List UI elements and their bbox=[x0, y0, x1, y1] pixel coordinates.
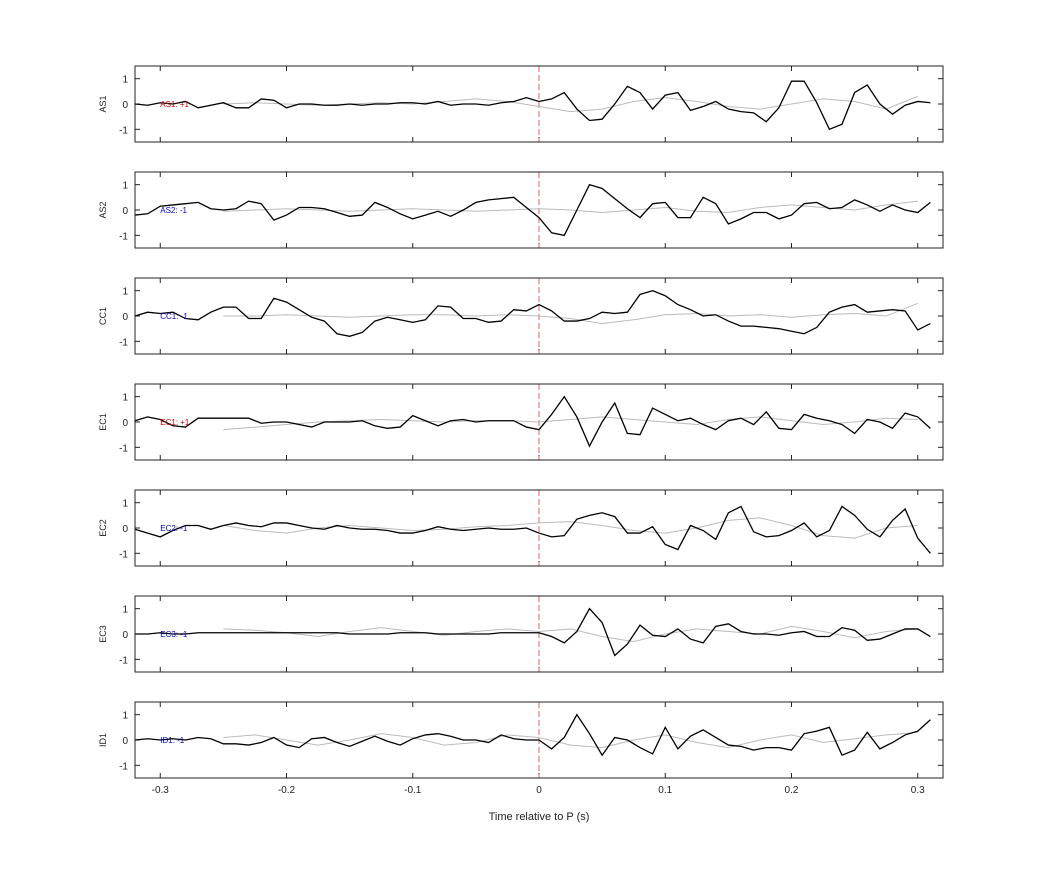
axes-frame bbox=[134, 595, 944, 673]
axes-frame bbox=[134, 383, 944, 461]
y-tick-label: -1 bbox=[119, 443, 128, 454]
axes-frame bbox=[134, 65, 944, 143]
template-line bbox=[223, 302, 918, 325]
signal-line bbox=[134, 713, 931, 757]
channel-label: CC1: -1 bbox=[160, 312, 188, 321]
y-tick-label: 1 bbox=[122, 287, 128, 298]
y-tick-label: -1 bbox=[119, 231, 128, 242]
y-tick-label: -1 bbox=[119, 655, 128, 666]
channel-label: EC3: -1 bbox=[160, 630, 188, 639]
signal-line bbox=[134, 80, 931, 131]
x-tick-label: -0.1 bbox=[404, 785, 422, 796]
signal-line bbox=[134, 505, 931, 554]
x-tick-label: -0.3 bbox=[152, 785, 170, 796]
template-line bbox=[223, 416, 918, 431]
y-axis-label: CC1 bbox=[98, 307, 108, 325]
x-tick-label: 0 bbox=[536, 785, 542, 796]
signal-line bbox=[135, 607, 931, 657]
y-tick-label: 1 bbox=[122, 75, 128, 86]
y-tick-label: -1 bbox=[119, 549, 128, 560]
signal-line bbox=[134, 395, 931, 448]
y-tick-label: 0 bbox=[122, 736, 128, 747]
y-tick-label: 1 bbox=[122, 605, 128, 616]
x-tick-label: 0.3 bbox=[911, 785, 925, 796]
channel-label: AS1: +1 bbox=[160, 100, 189, 109]
y-tick-label: 1 bbox=[122, 181, 128, 192]
y-tick-label: -1 bbox=[119, 761, 128, 772]
y-tick-label: 0 bbox=[122, 524, 128, 535]
x-axis-label: Time relative to P (s) bbox=[489, 811, 590, 823]
y-axis-label: EC2 bbox=[98, 519, 108, 537]
y-tick-label: 0 bbox=[122, 206, 128, 217]
x-tick-label: 0.1 bbox=[658, 785, 672, 796]
signal-line bbox=[134, 289, 931, 337]
y-tick-label: 0 bbox=[122, 630, 128, 641]
x-tick-label: -0.2 bbox=[278, 785, 296, 796]
axes-frame bbox=[134, 701, 944, 779]
signal-line bbox=[134, 183, 931, 237]
y-axis-label: AS1 bbox=[98, 95, 108, 112]
channel-label: EC1: +1 bbox=[160, 418, 190, 427]
axes-frame bbox=[134, 171, 944, 249]
y-tick-label: -1 bbox=[119, 337, 128, 348]
y-axis-label: EC3 bbox=[98, 625, 108, 643]
channel-label: EC2: -1 bbox=[160, 524, 188, 533]
y-tick-label: 1 bbox=[122, 393, 128, 404]
y-axis-label: EC1 bbox=[98, 413, 108, 431]
y-tick-label: 0 bbox=[122, 418, 128, 429]
y-tick-label: 1 bbox=[122, 711, 128, 722]
y-axis-label: AS2 bbox=[98, 201, 108, 218]
axes-frame bbox=[134, 277, 944, 355]
channel-label: ID1: -1 bbox=[160, 736, 185, 745]
y-tick-label: 0 bbox=[122, 100, 128, 111]
x-tick-label: 0.2 bbox=[785, 785, 799, 796]
y-axis-label: ID1 bbox=[98, 733, 108, 747]
y-tick-label: 1 bbox=[122, 499, 128, 510]
channel-label: AS2: -1 bbox=[160, 206, 187, 215]
axes-frame bbox=[134, 489, 944, 567]
y-tick-label: 0 bbox=[122, 312, 128, 323]
y-tick-label: -1 bbox=[119, 125, 128, 136]
